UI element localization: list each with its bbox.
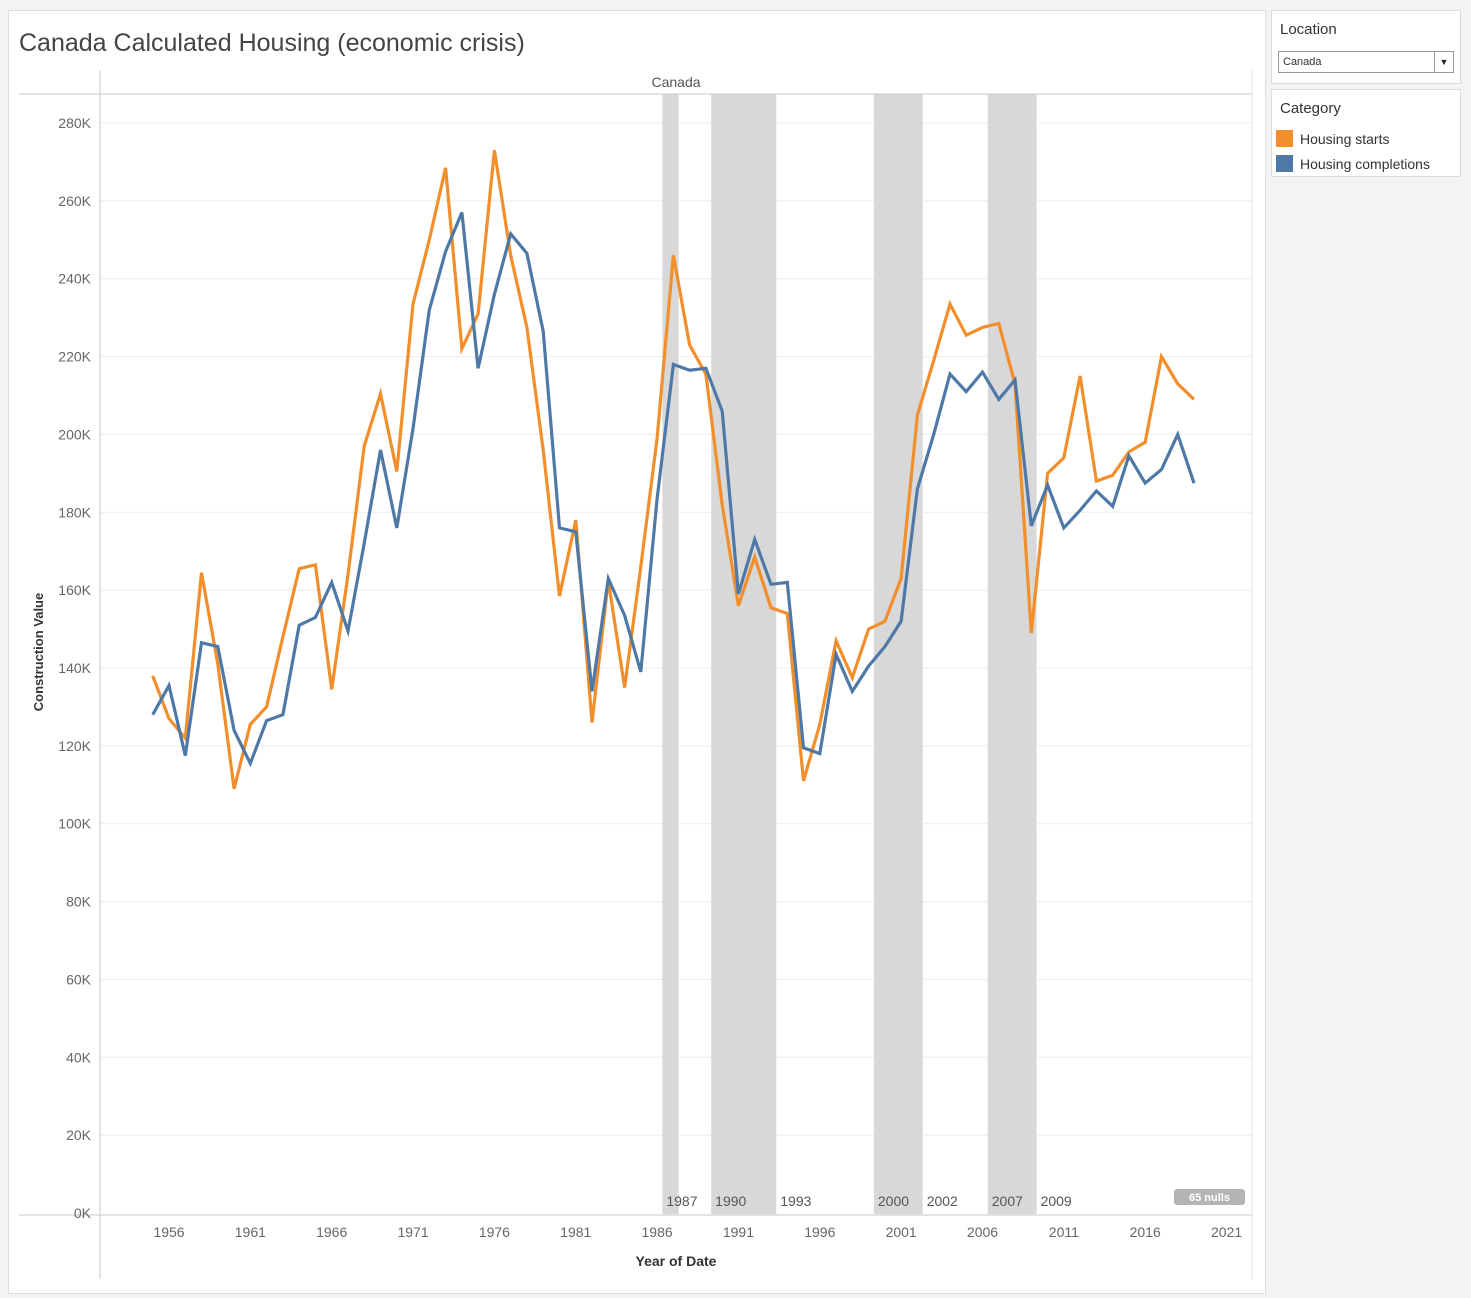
crisis-band-start-label: 2007 (992, 1193, 1023, 1209)
y-tick-label: 220K (58, 349, 91, 365)
x-tick-label: 1956 (153, 1224, 184, 1240)
y-tick-label: 120K (58, 738, 91, 754)
crisis-band (711, 94, 777, 1214)
legend-item-housing-completions[interactable]: Housing completions (1276, 153, 1456, 175)
legend-swatch-housing-completions (1276, 155, 1293, 172)
nulls-indicator[interactable]: 65 nulls (1174, 1189, 1245, 1205)
location-dropdown-value: Canada (1283, 56, 1322, 68)
x-tick-label: 1996 (804, 1224, 835, 1240)
y-tick-label: 40K (66, 1049, 92, 1065)
y-tick-label: 200K (58, 426, 91, 442)
crisis-band-start-label: 1987 (666, 1193, 697, 1209)
crisis-band-end-label: 2009 (1041, 1193, 1072, 1209)
chevron-down-icon[interactable]: ▼ (1434, 52, 1453, 72)
crisis-band (987, 94, 1037, 1214)
legend-swatch-housing-starts (1276, 130, 1293, 147)
x-tick-label: 1971 (397, 1224, 428, 1240)
crisis-bands: 1987 1990 1993 2000 2002 2007 2009 (662, 94, 1072, 1214)
location-dropdown[interactable]: Canada ▼ (1278, 51, 1454, 73)
y-tick-label: 160K (58, 582, 91, 598)
y-axis-title: Construction Value (31, 593, 46, 711)
y-tick-label: 100K (58, 816, 91, 832)
y-tick-label: 60K (66, 971, 92, 987)
x-tick-label: 2006 (967, 1224, 998, 1240)
y-tick-label: 260K (58, 193, 91, 209)
x-tick-labels: 1956 1961 1966 1971 1976 1981 1986 1991 1996 2001… (153, 1224, 1242, 1240)
crisis-band-start-label: 2000 (878, 1193, 909, 1209)
crisis-band-end-label: 2002 (927, 1193, 958, 1209)
y-tick-label: 140K (58, 660, 91, 676)
x-tick-label: 2021 (1211, 1224, 1242, 1240)
x-tick-label: 1991 (723, 1224, 754, 1240)
y-tick-label: 240K (58, 271, 91, 287)
pane-header: Canada (651, 74, 700, 90)
x-tick-label: 1981 (560, 1224, 591, 1240)
y-tick-label: 80K (66, 894, 92, 910)
x-tick-label: 2001 (886, 1224, 917, 1240)
line-chart: Canada Calculated Housing (economic cris… (19, 29, 1253, 1279)
crisis-band-end-label: 1993 (780, 1193, 811, 1209)
location-filter-title: Location (1280, 21, 1337, 38)
x-tick-label: 1961 (235, 1224, 266, 1240)
crisis-band (662, 94, 679, 1214)
y-tick-label: 280K (58, 115, 91, 131)
crisis-band-start-label: 1990 (715, 1193, 746, 1209)
category-legend-title: Category (1280, 100, 1341, 117)
legend-label-housing-starts: Housing starts (1300, 131, 1390, 147)
y-tick-labels: 0K 20K 40K 60K 80K 100K 120K 140K 160K 180K 200K 22… (58, 115, 91, 1221)
axes (19, 70, 1253, 1279)
series-line-housing-completions[interactable] (151, 211, 1196, 768)
x-tick-label: 1986 (642, 1224, 673, 1240)
y-tick-label: 180K (58, 504, 91, 520)
nulls-badge-text: 65 nulls (1189, 1192, 1230, 1204)
x-tick-label: 1966 (316, 1224, 347, 1240)
location-filter-panel: Location Canada ▼ (1271, 10, 1461, 84)
x-tick-label: 2011 (1049, 1224, 1079, 1240)
y-tick-label: 0K (74, 1205, 92, 1221)
chart-title: Canada Calculated Housing (economic cris… (19, 29, 525, 57)
legend-item-housing-starts[interactable]: Housing starts (1276, 128, 1456, 150)
legend-label-housing-completions: Housing completions (1300, 156, 1430, 172)
y-tick-label: 20K (66, 1127, 92, 1143)
x-axis-title: Year of Date (636, 1253, 717, 1269)
x-tick-label: 2016 (1130, 1224, 1161, 1240)
category-legend-panel: Category Housing starts Housing completi… (1271, 89, 1461, 177)
series-lines (151, 150, 1196, 790)
nulls-badge-bg (1174, 1189, 1245, 1205)
x-tick-label: 1976 (479, 1224, 510, 1240)
series-line-housing-starts[interactable] (151, 150, 1196, 790)
crisis-band (873, 94, 923, 1214)
